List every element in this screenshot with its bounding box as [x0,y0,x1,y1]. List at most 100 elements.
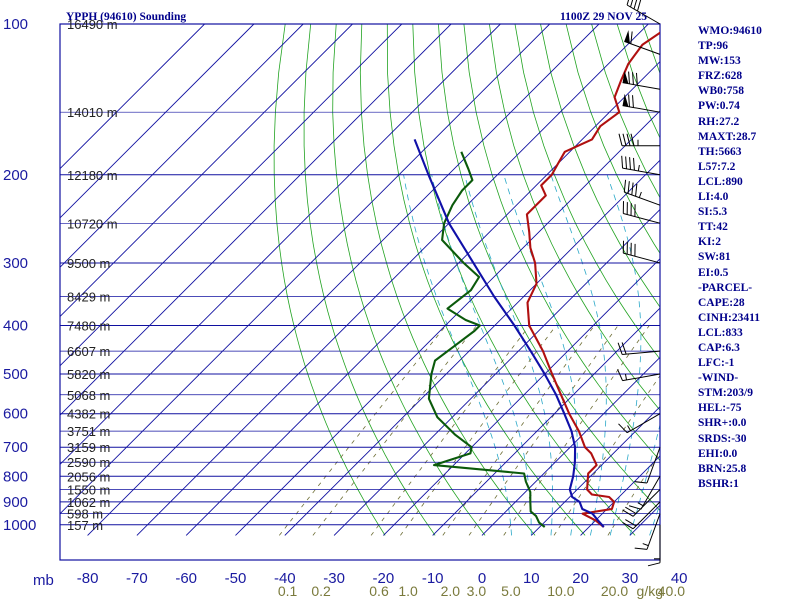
height-label: 157 m [67,518,103,533]
barb-staff [622,105,661,113]
barb-flag [618,133,623,146]
height-label: 12180 m [67,168,118,183]
isotherm [60,24,205,170]
dry-adiabat [540,24,660,308]
sounding-index: FRZ:628 [698,70,743,83]
sounding-index: -PARCEL- [698,281,753,294]
dry-adiabat [489,24,660,411]
pressure-tick-label: 400 [3,318,28,335]
barb-flag [633,0,638,10]
height-label: 7480 m [67,319,110,334]
mixing-ratio-line [312,325,477,536]
moist-adiabat [606,174,642,536]
height-label: 3751 m [67,424,110,439]
sounding-index: STM:203/9 [698,387,753,400]
barb-pennant [622,70,629,84]
moist-adiabat [464,174,553,536]
isotherm [60,24,255,219]
barb-flag [633,157,635,171]
pressure-tick-label: 500 [3,366,28,383]
barb-staff [624,191,661,206]
barb-flag [622,133,627,146]
barb-staff [624,40,661,55]
barb-flag [628,505,642,510]
temperature-tick-label: 20 [572,570,589,587]
isotherm [284,159,660,536]
isotherm [185,60,660,536]
mixing-ratio-tick-label: 0.2 [311,583,331,599]
wind-barb [647,524,661,567]
barb-staff [622,167,661,176]
moist-adiabat [403,174,512,536]
barb-flag [618,423,628,434]
mixing-ratio-tick-label: 0.6 [369,583,389,599]
sounding-index: HEL:-75 [698,402,742,415]
mixing-ratio-line [278,325,447,536]
wind-barb [622,70,661,90]
barb-half-flag [642,543,649,547]
barb-flag [629,157,631,170]
isotherm [383,258,660,536]
barb-staff [626,4,661,25]
wind-barb [622,201,661,224]
barb-flag [635,183,638,197]
isotherm [60,24,501,466]
axis-labels: YPPH (94610) Sounding 1100Z 29 NOV 25 mb… [3,11,688,599]
barb-flag [623,179,627,193]
moist-adiabat [431,174,532,536]
sounding-index: KI:2 [698,236,721,249]
sounding-index: CINH:23411 [698,311,760,324]
barb-staff [623,252,661,264]
sounding-index: BRN:25.8 [698,462,747,475]
wind-barb [617,342,661,355]
barb-half-flag [637,164,640,172]
wind-barb [622,93,661,113]
wind-barb [623,179,661,206]
pressure-tick-label: 300 [3,255,28,272]
barb-flag [621,342,627,355]
sounding-index: L57:7.2 [698,160,736,173]
height-label: 14010 m [67,105,118,120]
temperature-tick-label: -60 [175,570,197,587]
dry-adiabat [514,24,660,360]
temperature-tick-label: -80 [77,570,99,587]
isotherm [481,356,660,536]
parcel-profile [413,139,605,528]
axes-grid [59,23,661,561]
temperature-tick-label: -30 [323,570,345,587]
dry-adiabat [332,24,486,536]
barb-staff [622,350,661,355]
isotherm [87,24,600,536]
dewpoint-profile [427,151,546,528]
barb-flag [626,133,631,146]
pressure-tick-label: 700 [3,439,28,456]
height-label: 6607 m [67,344,110,359]
dry-adiabat [273,24,386,536]
isotherm [136,24,649,536]
pressure-tick-label: 600 [3,406,28,423]
barb-staff [632,501,661,530]
barb-flag [628,71,630,84]
wind-barb [622,489,661,517]
pressure-tick-label: 200 [3,167,28,184]
sounding-index: EHI:0.0 [698,447,738,460]
barb-flag [621,155,624,169]
wind-barb [634,447,661,484]
sounding-index: RH:27.2 [698,115,740,128]
barb-half-flag [627,425,631,431]
barb-flag [632,95,634,108]
temperature-tick-label: -20 [373,570,395,587]
mixing-ratio-tick-label: 0.1 [278,583,298,599]
height-label: 4382 m [67,407,110,422]
sounding-index: WMO:94610 [698,25,762,37]
sounding-index: SW:81 [698,251,731,264]
barb-staff [626,413,661,434]
height-label: 598 m [67,507,103,522]
mixing-ratio-tick-label: 2.0 [441,583,461,599]
barb-pennant [622,93,629,107]
mixing-ratio-tick-label: 20.0 [601,583,628,599]
dry-adiabat [359,24,536,536]
temperature-tick-label: 30 [622,570,639,587]
mixing-ratio-line [503,325,650,536]
